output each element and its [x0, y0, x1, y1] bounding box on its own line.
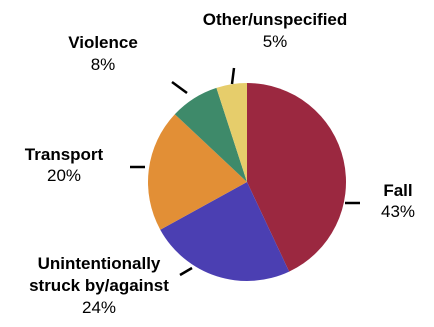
- slice-label-other-unspecified: Other/unspecified: [203, 10, 348, 29]
- pie-slice-fall: [247, 82, 347, 272]
- slice-label-unintentionally-struck-by-against: struck by/against: [29, 276, 169, 295]
- pie-slices: [148, 82, 347, 281]
- pie-slice-other-unspecified: [216, 83, 247, 182]
- slice-percent-other-unspecified: 5%: [263, 32, 288, 51]
- slice-labels: Fall 43% Unintentionally struck by/against 2…: [25, 10, 415, 317]
- leader-line-other-unspecified: [230, 67, 236, 85]
- slice-label-fall: Fall: [383, 181, 412, 200]
- pie-slice-unintentionally-struck-by-against: [160, 182, 290, 281]
- slice-label-unintentionally-struck-by-against: Unintentionally: [38, 254, 161, 273]
- slice-percent-fall: 43%: [381, 202, 415, 221]
- slice-percent-violence: 8%: [91, 55, 116, 74]
- slice-label-violence: Violence: [68, 33, 138, 52]
- slice-percent-transport: 20%: [47, 166, 81, 185]
- leader-line-violence: [171, 80, 188, 95]
- leader-line-unintentionally-struck-by-against: [179, 266, 193, 277]
- slice-percent-unintentionally-struck-by-against: 24%: [82, 298, 116, 317]
- leader-lines: [130, 67, 360, 277]
- pie-slice-transport: [148, 114, 247, 230]
- slice-label-transport: Transport: [25, 145, 104, 164]
- pie-slice-violence: [174, 87, 247, 182]
